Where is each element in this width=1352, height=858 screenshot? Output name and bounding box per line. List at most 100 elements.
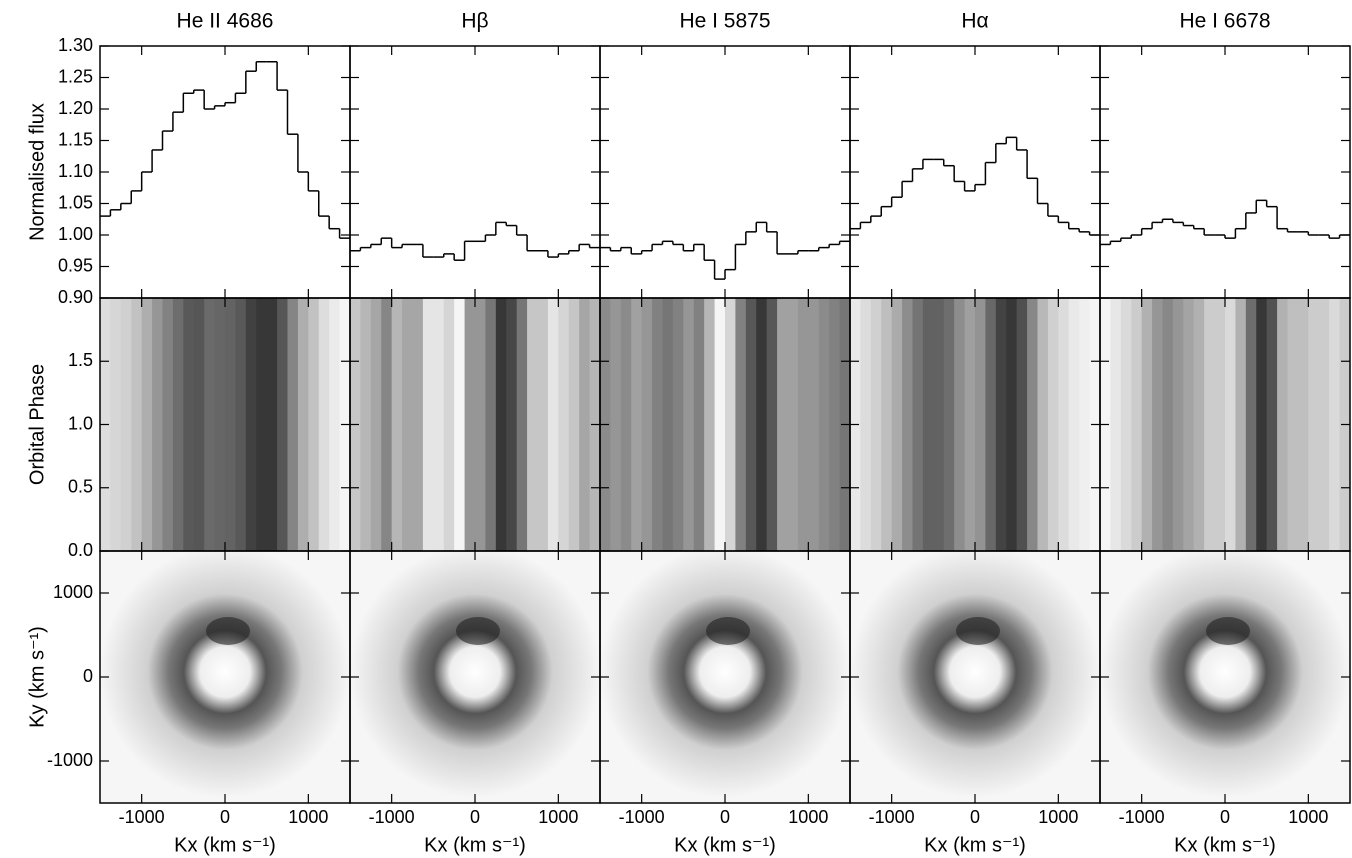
trailed-column <box>537 298 549 551</box>
trailed-column <box>443 298 455 551</box>
y-tick-label: 0.95 <box>58 255 93 275</box>
trailed-column <box>1318 298 1330 551</box>
trailed-column <box>214 298 226 551</box>
trailed-column <box>797 298 809 551</box>
trailed-column <box>652 298 663 551</box>
x-tick-label: 0 <box>720 807 730 827</box>
trailed-column <box>1079 298 1091 551</box>
trailed-column <box>745 298 757 551</box>
trailed-column <box>777 298 788 551</box>
trailed-column <box>225 298 236 551</box>
trailed-column <box>881 298 893 551</box>
trailed-column <box>360 298 372 551</box>
x-axis-label: Kx (km s⁻¹) <box>924 834 1026 856</box>
trailed-column <box>475 298 486 551</box>
panel-frame <box>599 45 851 299</box>
trailed-column <box>412 298 424 551</box>
trailed-column <box>235 298 247 551</box>
trailed-column <box>579 298 591 551</box>
trailed-column <box>1193 298 1205 551</box>
y-tick-label: 1.05 <box>58 192 93 212</box>
trailed-column <box>329 298 341 551</box>
x-tick-label: 0 <box>1220 807 1230 827</box>
trailed-column <box>902 298 913 551</box>
trailed-column <box>152 298 163 551</box>
trailed-column <box>1256 298 1268 551</box>
trailed-column <box>1329 298 1341 551</box>
trailed-column <box>662 298 674 551</box>
trailed-column <box>141 298 153 551</box>
trailed-column <box>1225 298 1236 551</box>
y-tick-label: 1.00 <box>58 224 93 244</box>
trailed-column <box>891 298 903 551</box>
panel-frame <box>99 45 351 299</box>
trailed-column <box>277 298 288 551</box>
trailed-column <box>766 298 778 551</box>
trailed-column <box>287 298 299 551</box>
doppler-spot <box>206 617 250 645</box>
trailed-column <box>683 298 695 551</box>
trailed-column <box>995 298 1007 551</box>
trailed-column <box>725 298 736 551</box>
trailed-column <box>516 298 528 551</box>
y-tick-label: 0.0 <box>68 540 93 560</box>
trailed-column <box>860 298 872 551</box>
trailed-column <box>933 298 945 551</box>
y-tick-label: 1000 <box>53 582 93 602</box>
doppler-map <box>1100 551 1350 803</box>
trailed-column <box>1308 298 1320 551</box>
trailed-column <box>495 298 507 551</box>
x-tick-label: 0 <box>470 807 480 827</box>
trailed-column <box>1141 298 1153 551</box>
panel-frame <box>1099 45 1351 299</box>
trailed-column <box>787 298 799 551</box>
y-axis-label: Normalised flux <box>26 103 48 241</box>
trailed-column <box>172 298 184 551</box>
trailed-column <box>641 298 653 551</box>
trailed-column <box>922 298 934 551</box>
trailed-column <box>266 298 278 551</box>
y-tick-label: -1000 <box>47 750 93 770</box>
trailed-column <box>464 298 476 551</box>
doppler-map <box>100 551 350 803</box>
x-tick-label: 1000 <box>1288 807 1328 827</box>
column-title: He II 4686 <box>177 10 274 33</box>
trailed-column <box>120 298 132 551</box>
x-tick-label: 0 <box>970 807 980 827</box>
doppler-map <box>850 551 1100 803</box>
x-axis-label: Kx (km s⁻¹) <box>1174 834 1276 856</box>
trailed-column <box>245 298 257 551</box>
x-tick-label: -1000 <box>619 807 665 827</box>
trailed-column <box>672 298 684 551</box>
x-tick-label: -1000 <box>1119 807 1165 827</box>
trailed-column <box>704 298 716 551</box>
doppler-spot <box>956 617 1000 645</box>
trailed-column <box>506 298 518 551</box>
trailed-column <box>1162 298 1174 551</box>
trailed-column <box>1016 298 1028 551</box>
trailed-column <box>870 298 882 551</box>
x-tick-label: 0 <box>220 807 230 827</box>
trailed-column <box>714 298 726 551</box>
trailed-column <box>391 298 403 551</box>
y-tick-label: 1.0 <box>68 413 93 433</box>
trailed-column <box>693 298 705 551</box>
y-tick-label: 1.5 <box>68 350 93 370</box>
doppler-spot <box>456 617 500 645</box>
trailed-column <box>558 298 570 551</box>
y-tick-label: 0.90 <box>58 287 93 307</box>
trailed-column <box>1068 298 1080 551</box>
trailed-column <box>1183 298 1195 551</box>
trailed-column <box>162 298 174 551</box>
y-tick-label: 1.10 <box>58 161 93 181</box>
trailed-column <box>527 298 538 551</box>
trailed-column <box>183 298 195 551</box>
trailed-column <box>808 298 820 551</box>
trailed-column <box>297 298 309 551</box>
doppler-spot <box>1206 617 1250 645</box>
trailed-column <box>381 298 393 551</box>
trailed-column <box>1058 298 1070 551</box>
trailed-column <box>829 298 841 551</box>
trailed-column <box>620 298 632 551</box>
